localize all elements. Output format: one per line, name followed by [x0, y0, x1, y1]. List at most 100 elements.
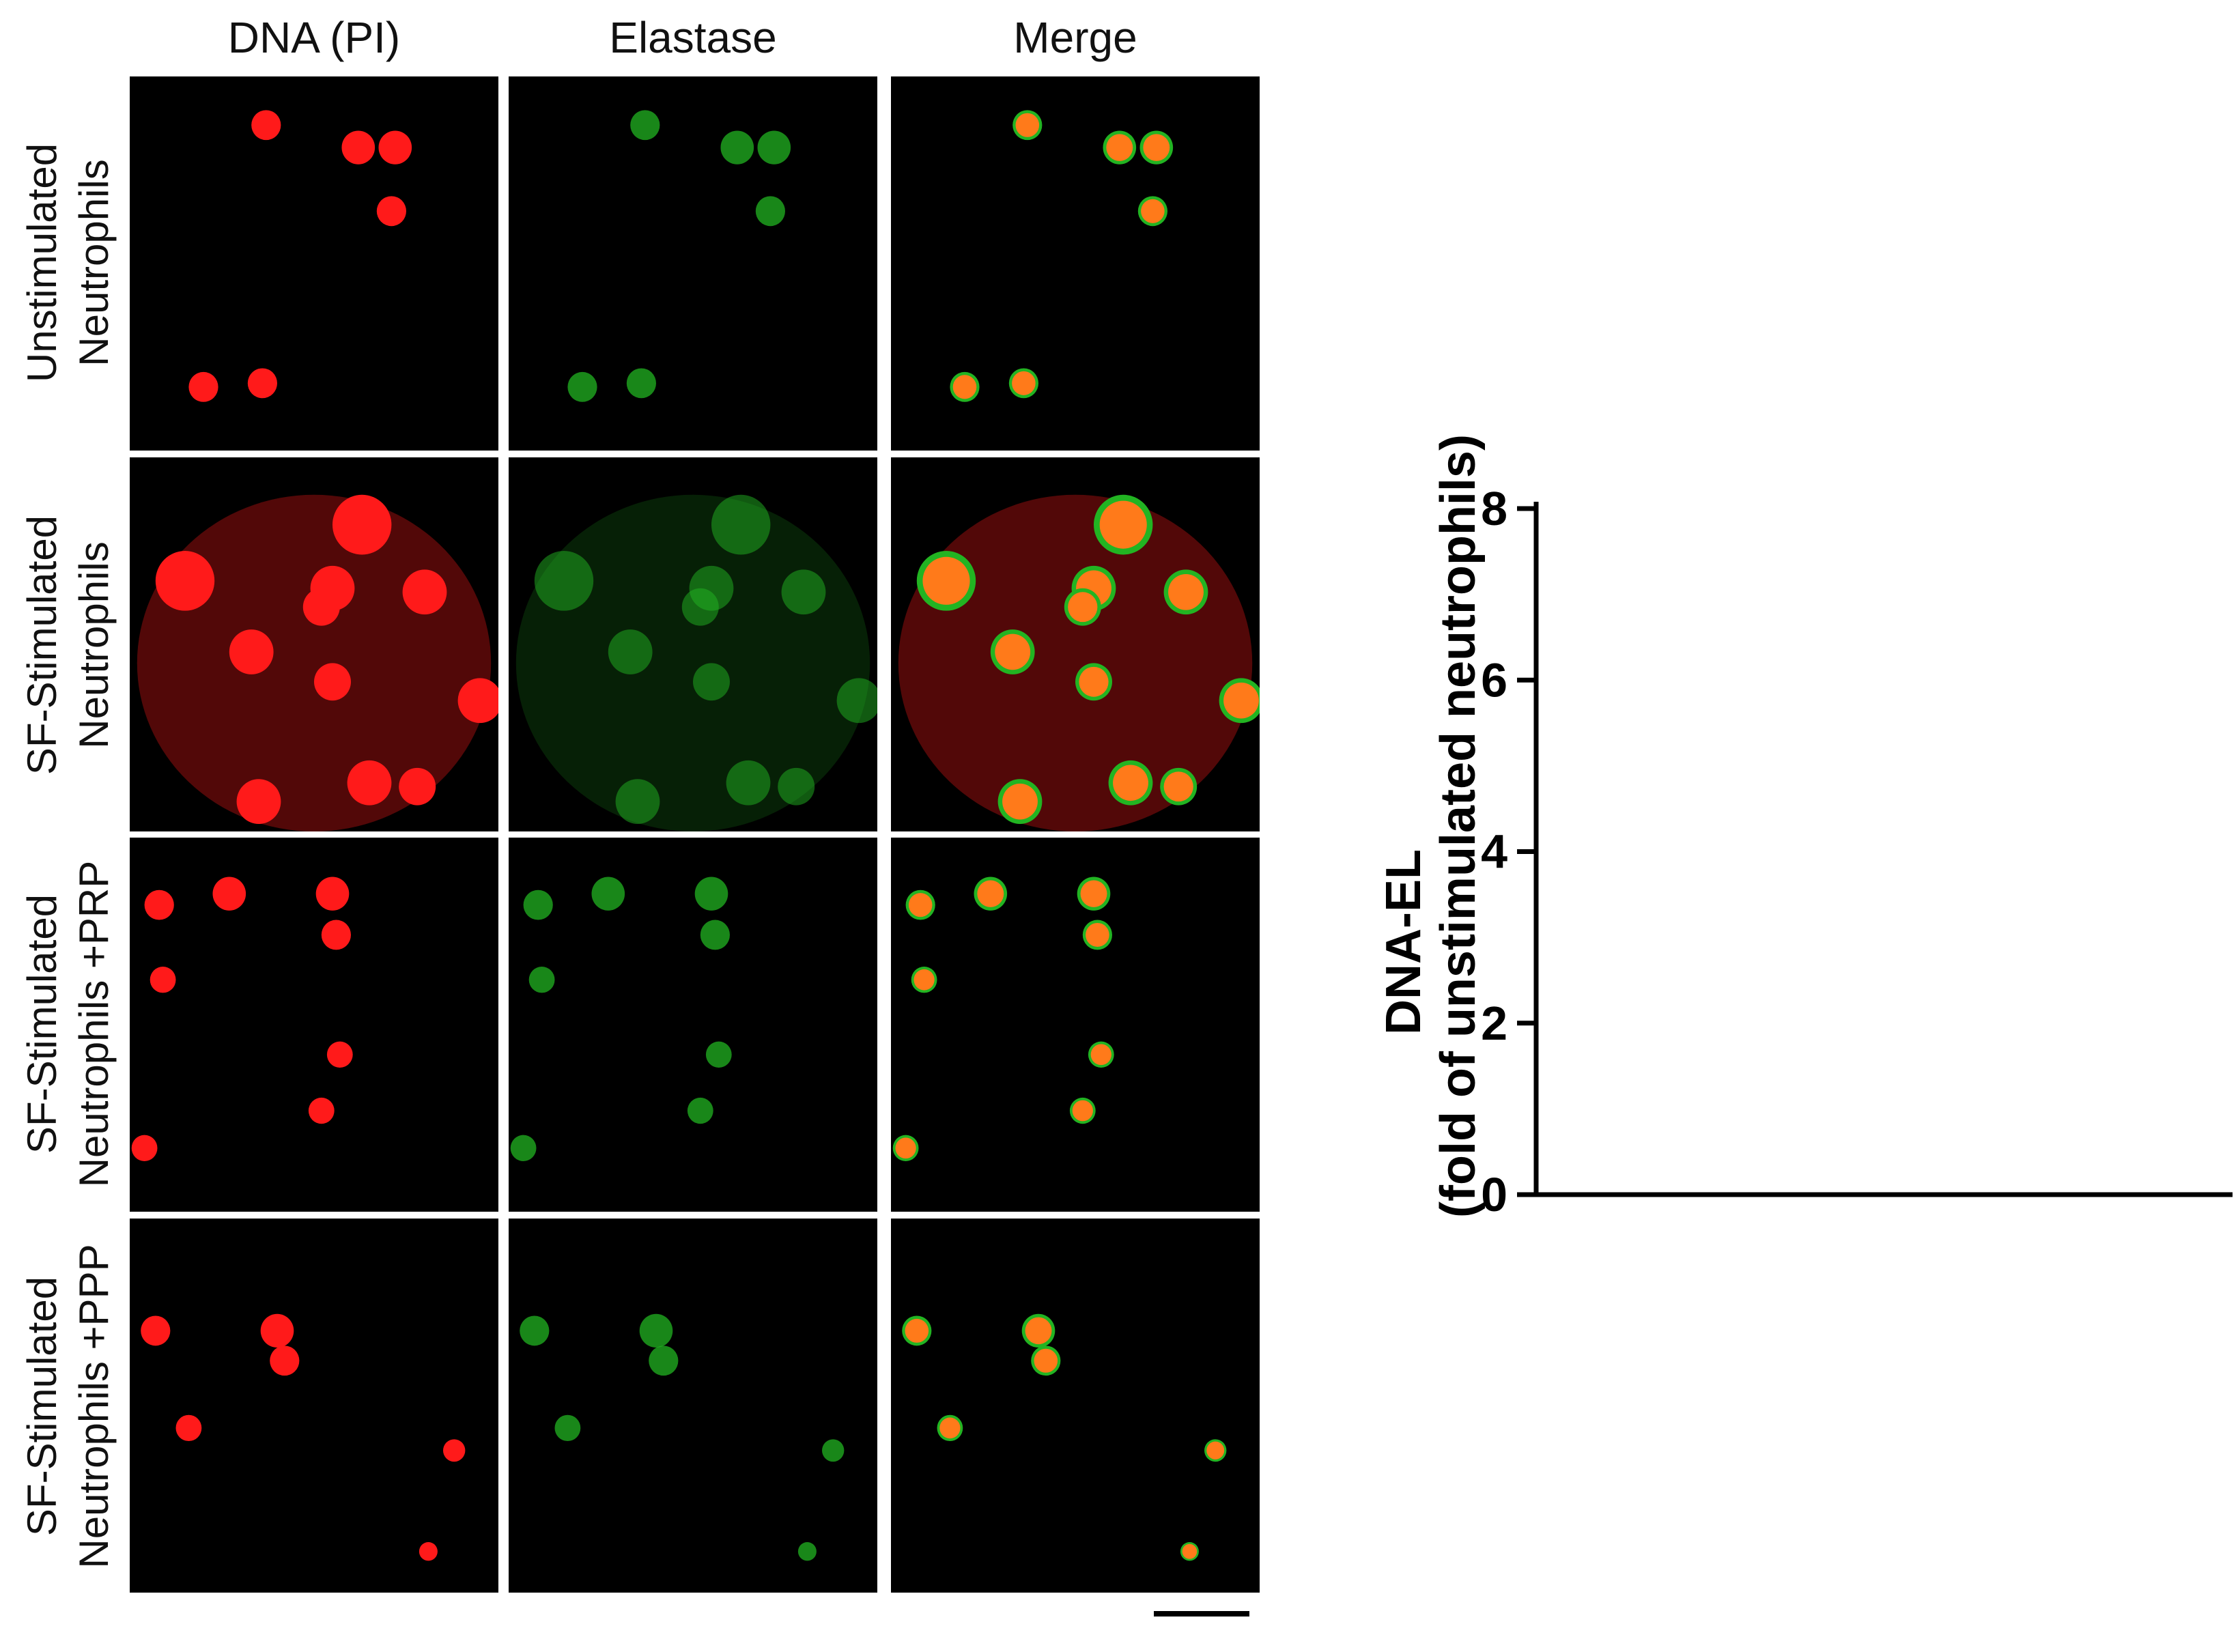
cell	[534, 551, 594, 611]
y-tick-label: 8	[1481, 482, 1507, 535]
cell-core	[939, 1417, 961, 1439]
cell	[687, 1097, 713, 1124]
cell-core	[908, 893, 933, 917]
cell	[443, 1439, 466, 1462]
cell	[302, 588, 340, 626]
micrograph-unstimulated-merge	[891, 76, 1260, 451]
cell-core	[1002, 783, 1038, 820]
y-axis-label: (fold of unstimulated neutrophils)	[1431, 434, 1486, 1218]
net-haze	[137, 494, 492, 831]
row-label-line: SF-Stimulated	[19, 894, 65, 1154]
cell	[457, 678, 498, 724]
cell-core	[922, 556, 970, 605]
cell	[347, 760, 392, 806]
row-label-line: Neutrophils	[71, 159, 117, 367]
cell	[693, 663, 730, 701]
micrograph-sf-ppp-merge	[891, 1219, 1260, 1593]
row-label-line: Neutrophils	[71, 541, 117, 749]
cell-core	[977, 880, 1004, 907]
cell-core	[1079, 666, 1109, 697]
cell	[315, 877, 350, 911]
cell	[639, 1313, 673, 1348]
cell	[755, 196, 785, 227]
row-label-line: SF-Stimulated	[19, 515, 65, 775]
row-label-line: Unstimulated	[19, 143, 65, 383]
cell	[520, 1315, 550, 1346]
cell-core	[1168, 573, 1204, 610]
cell	[836, 678, 877, 724]
cell-core	[1025, 1317, 1052, 1345]
cell-core	[952, 375, 977, 399]
cell-core	[1015, 113, 1040, 137]
cell	[554, 1414, 581, 1442]
cell	[247, 368, 277, 399]
cell-core	[1012, 371, 1036, 395]
cell-core	[905, 1318, 929, 1343]
cell	[378, 130, 412, 165]
cell	[402, 569, 447, 615]
cell	[694, 877, 728, 911]
micrograph-sf-stimulated-elastase	[509, 457, 877, 831]
cell	[822, 1439, 845, 1462]
net-haze	[898, 494, 1253, 831]
cell	[188, 371, 218, 402]
cell	[591, 877, 625, 911]
cell	[144, 889, 174, 920]
micrograph-sf-prp-dna	[130, 838, 498, 1212]
cell	[229, 629, 274, 674]
cell-core	[1068, 592, 1098, 623]
micrograph-unstimulated-elastase	[509, 76, 877, 451]
cell	[175, 1414, 202, 1442]
cell	[705, 1041, 732, 1068]
column-label-dna: DNA (PI)	[227, 13, 401, 62]
micrograph-sf-stimulated-merge	[891, 457, 1260, 831]
cell	[321, 920, 351, 950]
cell	[649, 1345, 679, 1376]
cell	[523, 889, 553, 920]
micrograph-sf-prp-elastase	[509, 838, 877, 1212]
y-tick-label: 2	[1481, 997, 1507, 1050]
cell	[308, 1097, 335, 1124]
micrograph-sf-ppp-dna	[130, 1219, 498, 1593]
cell	[630, 110, 660, 141]
cell	[711, 494, 771, 555]
cell	[326, 1041, 353, 1068]
row-label-unstimulated: Unstimulated Neutrophils	[16, 143, 120, 382]
cell	[726, 760, 771, 806]
cell	[626, 368, 656, 399]
row-label-sf-stimulated: SF-Stimulated Neutrophils	[16, 515, 120, 775]
micrograph-sf-stimulated-dna	[130, 457, 498, 831]
cell	[341, 130, 376, 165]
cell	[510, 1135, 537, 1162]
column-label-merge: Merge	[1013, 13, 1137, 62]
cell	[797, 1542, 817, 1561]
cell	[720, 130, 754, 165]
row-label-line: Neutrophils +PRP	[71, 860, 117, 1188]
cell-core	[1223, 682, 1259, 719]
cell	[608, 629, 653, 674]
cell	[155, 551, 215, 611]
cell	[212, 877, 246, 911]
cell-core	[1086, 922, 1109, 948]
cell-core	[1143, 134, 1170, 161]
cell	[615, 779, 660, 825]
scale-bar	[1154, 1611, 1249, 1617]
cell	[260, 1313, 294, 1348]
row-label-sf-prp: SF-Stimulated Neutrophils +PRP	[16, 861, 120, 1188]
cell	[141, 1315, 171, 1346]
cell-core	[1106, 134, 1133, 161]
cell	[399, 767, 436, 806]
cell	[528, 967, 555, 993]
cell	[376, 196, 406, 227]
y-tick-label: 0	[1481, 1168, 1507, 1221]
micrograph-sf-ppp-elastase	[509, 1219, 877, 1593]
net-haze	[515, 494, 870, 831]
micrograph-sf-prp-merge	[891, 838, 1260, 1212]
cell	[332, 494, 392, 555]
cell-core	[1072, 1100, 1093, 1122]
y-tick-label: 6	[1481, 653, 1507, 707]
cell	[150, 967, 176, 993]
cell	[251, 110, 281, 141]
row-label-sf-ppp: SF-Stimulated Neutrophils +PPP	[16, 1244, 120, 1568]
